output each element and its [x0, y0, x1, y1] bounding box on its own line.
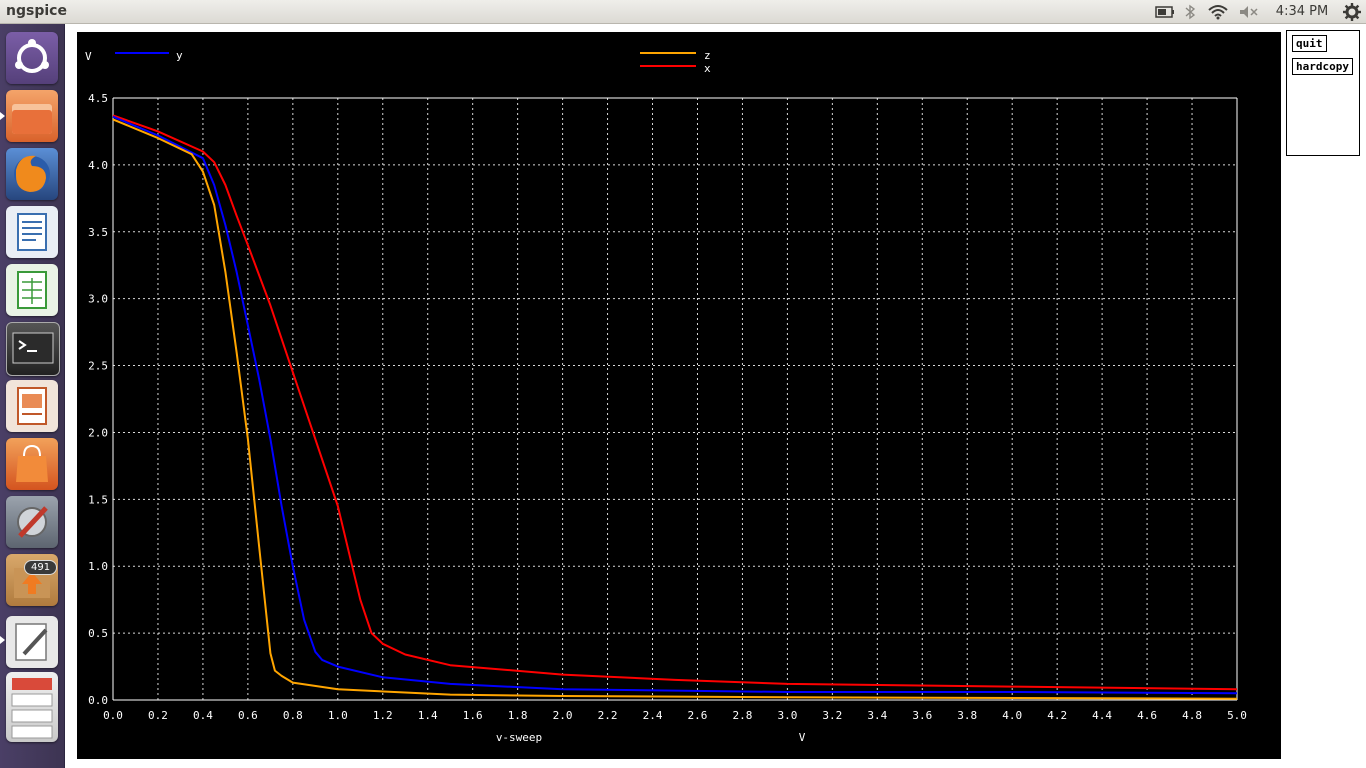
workspaces-launcher[interactable]	[6, 672, 58, 742]
bluetooth-icon[interactable]	[1180, 0, 1200, 24]
workspaces-icon	[11, 678, 53, 739]
y-tick-label: 1.5	[88, 493, 108, 506]
series-line-y	[112, 115, 1238, 695]
hardcopy-button[interactable]: hardcopy	[1292, 58, 1353, 75]
running-indicator	[0, 636, 5, 644]
plot-canvas[interactable]: 0.0 0.2 0.4 0.6 0.8 1.0 1.2 1.4 1.6 1.8 2.0 2.2 2.4 2…	[77, 32, 1281, 759]
series-line-z	[112, 118, 1238, 700]
plot-window: 0.0 0.2 0.4 0.6 0.8 1.0 1.2 1.4 1.6 1.8 2.0 2.2 2.4 2…	[77, 32, 1281, 759]
spreadsheet-icon	[17, 271, 47, 309]
series-line-x	[112, 114, 1238, 691]
folder-icon	[12, 104, 52, 134]
firefox-launcher[interactable]	[6, 148, 58, 200]
x-tick-label: 1.2	[373, 709, 393, 722]
x-tick-label: 1.0	[328, 709, 348, 722]
presentation-icon	[17, 387, 47, 425]
shopping-bag-icon	[16, 444, 48, 482]
update-count-badge: 491	[24, 560, 58, 575]
top-panel: ngspice 4:34 PM	[0, 0, 1366, 24]
wrench-icon	[17, 506, 48, 538]
y-tick-label: 2.0	[88, 426, 108, 439]
grid	[112, 97, 1238, 701]
x-tick-label: 1.4	[418, 709, 438, 722]
y-axis-label: V	[85, 50, 92, 63]
x-tick-label: 0.2	[148, 709, 168, 722]
x-tick-label: 0.4	[193, 709, 213, 722]
y-tick-label: 4.0	[88, 159, 108, 172]
y-tick-label: 4.5	[88, 92, 108, 105]
x-tick-label: 0.0	[103, 709, 123, 722]
y-tick-label: 1.0	[88, 560, 108, 573]
y-tick-label: 3.5	[88, 226, 108, 239]
y-tick-label: 0.5	[88, 627, 108, 640]
writer-launcher[interactable]	[6, 206, 58, 258]
x-tick-label: 2.0	[553, 709, 573, 722]
clock[interactable]: 4:34 PM	[1275, 4, 1329, 19]
x-tick-label: 2.4	[643, 709, 663, 722]
x-tick-label: 5.0	[1227, 709, 1247, 722]
document-icon	[17, 213, 47, 251]
wifi-icon[interactable]	[1204, 0, 1232, 24]
terminal-launcher[interactable]	[6, 322, 60, 376]
app-title: ngspice	[6, 3, 67, 19]
x-tick-label: 3.6	[912, 709, 932, 722]
x-tick-label: 3.8	[957, 709, 977, 722]
text-editor-launcher[interactable]	[6, 616, 58, 668]
x-tick-label: 4.2	[1047, 709, 1067, 722]
quit-button[interactable]: quit	[1292, 35, 1327, 52]
software-center-launcher[interactable]	[6, 438, 58, 490]
x-tick-label: 2.2	[598, 709, 618, 722]
x-tick-label: 0.6	[238, 709, 258, 722]
legend-label-x: x	[704, 62, 711, 75]
ubuntu-logo-icon	[15, 39, 49, 73]
legend-label-y: y	[176, 49, 183, 62]
volume-muted-icon[interactable]	[1236, 0, 1262, 24]
y-tick-label: 2.5	[88, 360, 108, 373]
legend: y zx	[115, 49, 711, 75]
pencil-icon	[15, 623, 48, 661]
terminal-icon	[12, 332, 54, 364]
x-axis-label: v-sweep	[496, 731, 542, 744]
x-tick-label: 4.0	[1002, 709, 1022, 722]
x-tick-label: 0.8	[283, 709, 303, 722]
tick-labels: 0.0 0.2 0.4 0.6 0.8 1.0 1.2 1.4 1.6 1.8 2.0 2.2 2.4 2…	[88, 92, 1247, 722]
y-tick-label: 3.0	[88, 293, 108, 306]
x-tick-label: 1.8	[508, 709, 528, 722]
firefox-icon	[14, 155, 50, 192]
ubuntu-dash-button[interactable]	[6, 32, 58, 84]
files-launcher[interactable]	[6, 90, 58, 142]
legend-label-z: z	[704, 49, 711, 62]
gear-icon[interactable]	[1340, 0, 1364, 24]
running-indicator	[0, 112, 5, 120]
y-tick-label: 0.0	[88, 694, 108, 707]
command-panel: quit hardcopy	[1286, 30, 1360, 156]
system-settings-launcher[interactable]	[6, 496, 58, 548]
x-axis-unit: V	[799, 731, 806, 744]
x-tick-label: 4.4	[1092, 709, 1112, 722]
battery-icon[interactable]	[1152, 0, 1178, 24]
x-tick-label: 4.8	[1182, 709, 1202, 722]
launcher: 491	[0, 24, 65, 768]
x-tick-label: 1.6	[463, 709, 483, 722]
x-tick-label: 3.2	[822, 709, 842, 722]
x-tick-label: 2.6	[688, 709, 708, 722]
x-tick-label: 3.0	[777, 709, 797, 722]
calc-launcher[interactable]	[6, 264, 58, 316]
x-tick-label: 4.6	[1137, 709, 1157, 722]
x-tick-label: 3.4	[867, 709, 887, 722]
impress-launcher[interactable]	[6, 380, 58, 432]
series-lines	[112, 114, 1238, 700]
x-tick-label: 2.8	[733, 709, 753, 722]
